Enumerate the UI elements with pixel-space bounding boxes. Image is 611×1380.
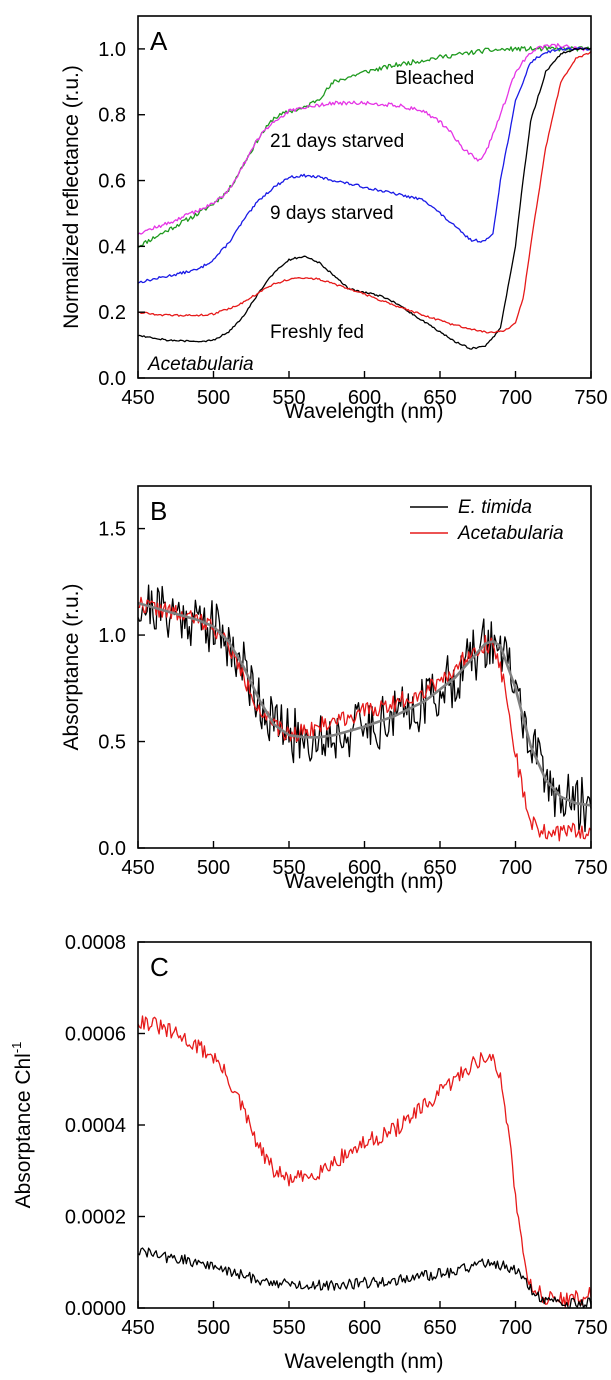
panel-b-letter: B [150,496,167,526]
panel-b-ticks: 450 500 550 600 650 700 750 0.0 0.5 1.0 1.5 [98,519,608,879]
x-tick-label: 500 [197,1317,230,1339]
x-tick-label: 650 [423,387,456,409]
y-tick-label: 0.2 [98,302,126,324]
y-tick-label: 0.0008 [65,932,126,954]
panel-c-ylabel-group: Absorptance Chl-1 [9,1042,35,1209]
panel-c-ylabel-superscript: -1 [9,1042,24,1054]
panel-a-series-group [137,43,592,350]
x-tick-label: 600 [348,857,381,879]
y-tick-label: 0.5 [98,732,126,754]
series-line-trace-2 [137,1247,592,1309]
panel-c-xlabel: Wavelength (nm) [284,1350,443,1373]
panel-a-annotation-21-days: 21 days starved [270,131,404,152]
series-line-trace-5 [137,50,592,334]
x-tick-label: 450 [121,1317,154,1339]
series-line-trace-4 [137,47,592,350]
panel-b-xlabel: Wavelength (nm) [284,870,443,893]
panel-a-letter: A [150,26,168,56]
legend-label-e-timida: E. timida [458,497,532,518]
panel-b: 450 500 550 600 650 700 750 0.0 0.5 1.0 1.5 B E. t… [60,485,608,893]
x-tick-label: 450 [121,387,154,409]
panel-a-annotation-species: Acetabularia [147,354,254,375]
y-tick-label: 0.0 [98,838,126,860]
x-tick-label: 600 [348,387,381,409]
panel-c-ylabel: Absorptance Chl-1 [9,1042,35,1209]
series-line-trace-3 [137,47,592,284]
x-tick-label: 750 [574,1317,607,1339]
panel-a-annotation-freshly-fed: Freshly fed [270,322,364,343]
panel-c: 450 500 550 600 650 700 750 0.0000 0.0002 0.0004 0… [9,932,608,1373]
panel-c-ylabel-main: Absorptance Chl [12,1053,35,1208]
x-tick-label: 500 [197,857,230,879]
series-line-trace-3 [137,601,592,807]
x-tick-label: 550 [272,1317,305,1339]
x-tick-label: 500 [197,387,230,409]
y-tick-label: 1.5 [98,519,126,541]
series-line-acetabularia [137,596,592,842]
panel-c-series-group [137,1015,592,1309]
panel-c-ticks: 450 500 550 600 650 700 750 0.0000 0.0002 0.0004 0… [65,932,608,1339]
panel-a-ylabel: Normalized reflectance (r.u.) [60,65,83,329]
x-tick-label: 650 [423,857,456,879]
x-tick-label: 600 [348,1317,381,1339]
panel-a-xlabel: Wavelength (nm) [284,400,443,423]
series-line-trace-1 [137,1015,592,1308]
panel-a-annotation-9-days: 9 days starved [270,203,394,224]
y-tick-label: 0.4 [98,236,126,258]
panel-a-ticks: 450 500 550 600 650 700 750 0.0 0.2 0.4 0.6 0.8 1.0 [98,39,608,409]
x-tick-label: 450 [121,857,154,879]
series-line-trace-1 [137,46,592,249]
y-tick-label: 0.0 [98,368,126,390]
x-tick-label: 750 [574,857,607,879]
panel-b-legend: E. timida Acetabularia [410,497,564,544]
y-tick-label: 0.0004 [65,1115,126,1137]
panel-b-ylabel: Absorptance (r.u.) [60,584,83,751]
y-tick-label: 1.0 [98,39,126,61]
panel-c-letter: C [150,952,169,982]
x-tick-label: 700 [499,1317,532,1339]
legend-label-acetabularia: Acetabularia [457,523,564,544]
panel-b-series-group [137,584,592,842]
y-tick-label: 0.0002 [65,1207,126,1229]
y-tick-label: 1.0 [98,625,126,647]
x-tick-label: 650 [423,1317,456,1339]
panel-a: 450 500 550 600 650 700 7500.00.20.40.60.81.0 … [60,15,608,423]
series-line-trace-2 [137,43,592,235]
y-tick-label: 0.0000 [65,1298,126,1320]
x-tick-label: 700 [499,857,532,879]
x-tick-label: 700 [499,387,532,409]
x-tick-label: 550 [272,857,305,879]
y-tick-label: 0.0006 [65,1024,126,1046]
x-tick-label: 750 [574,387,607,409]
y-tick-label: 0.8 [98,105,126,127]
x-tick-label: 550 [272,387,305,409]
panel-a-annotation-bleached: Bleached [395,68,474,89]
y-tick-label: 0.6 [98,171,126,193]
